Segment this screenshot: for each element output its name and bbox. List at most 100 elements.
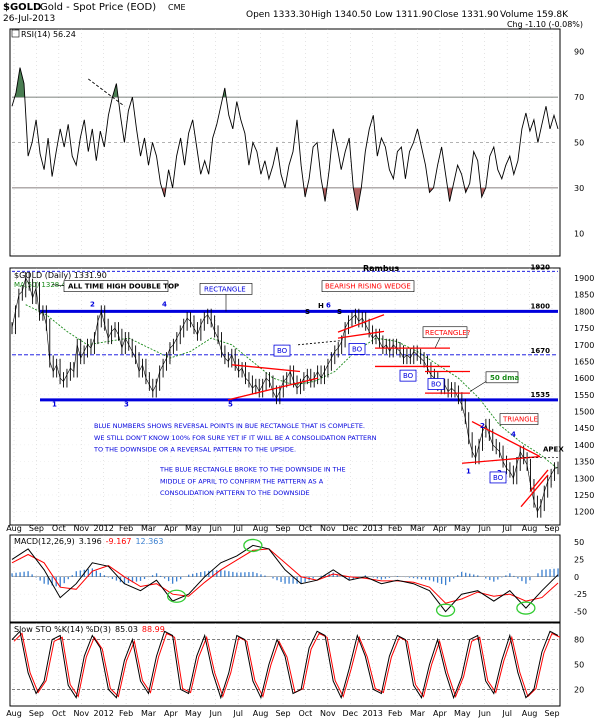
x-label-bottom: Jun — [478, 709, 492, 718]
macd-hist-bar — [521, 576, 523, 582]
macd-hist-bar — [477, 575, 479, 577]
macd-hist-bar — [11, 573, 13, 577]
x-label-mid: Jun — [209, 524, 223, 533]
macd-hist-bar — [155, 573, 158, 577]
x-label-mid: Jun — [478, 524, 492, 533]
macd-hist-bar — [196, 572, 198, 577]
macd-hist-bar — [436, 576, 439, 583]
x-label-mid: Sep — [275, 524, 290, 533]
macd-hist-bar — [260, 574, 262, 577]
x-label-bottom: Oct — [298, 709, 312, 718]
rsi-title-text: RSI(14) 56.24 — [21, 30, 76, 39]
macd-hist-bar — [300, 576, 302, 584]
x-label-mid: Dec — [343, 524, 358, 533]
triangle-point-label: 1 — [466, 467, 471, 475]
rsi-tick-label: 30 — [574, 184, 584, 193]
note2-line3: CONSOLIDATION PATTERN TO THE DOWNSIDE — [160, 489, 310, 497]
macd-hist-bar — [505, 575, 507, 577]
macd-hist-bar — [127, 576, 130, 584]
rsi-tick-label: 70 — [574, 93, 584, 102]
exchange: CME — [168, 3, 186, 12]
date-label: 26-Jul-2013 — [3, 14, 55, 24]
macd-hist-bar — [15, 572, 17, 577]
x-label-bottom: Aug — [6, 709, 22, 718]
x-label-mid: Aug — [6, 524, 22, 533]
macd-hist-bar — [188, 574, 190, 577]
triangle-bottom-line — [461, 455, 541, 464]
price-tick-label: 1200 — [574, 508, 594, 517]
x-label-mid: Aug — [522, 524, 538, 533]
macd-hist-bar — [485, 576, 487, 579]
triangle-point-label: 4 — [511, 431, 516, 439]
price-tick-label: 1750 — [574, 324, 594, 333]
x-label-bottom: Aug — [522, 709, 538, 718]
macd-hist-bar — [553, 568, 555, 577]
x-label-mid: Feb — [388, 524, 402, 533]
bo-box — [348, 343, 366, 355]
macd-hist-bar — [23, 571, 25, 577]
macd-hist-bar — [304, 576, 306, 582]
x-label-bottom: Feb — [119, 709, 133, 718]
sto-tick-label: 80 — [574, 636, 584, 645]
macd-hist-bar — [432, 576, 435, 582]
macd-hist-bar — [449, 576, 451, 582]
x-label-mid: Jul — [501, 524, 512, 533]
sto-d-line — [13, 632, 561, 699]
macd-hist-bar — [95, 570, 98, 577]
symbol: $GOLD — [3, 2, 41, 13]
macd-green-circle — [516, 601, 536, 615]
x-label-bottom: May — [185, 709, 202, 718]
x-label-mid: May — [185, 524, 202, 533]
macd-hist-bar — [35, 576, 37, 578]
macd-tick-label: -50 — [574, 608, 587, 617]
macd-hist-bar — [336, 574, 338, 577]
macd-hist-bar — [79, 570, 81, 577]
macd-hist-bar — [240, 572, 242, 577]
macd-title-v1: 3.196 — [79, 537, 102, 546]
macd-hist-bar — [171, 576, 174, 584]
annotations: ALL TIME HIGH DOUBLE TOP RECTANGLE BEARISH… — [51, 280, 564, 617]
macd-hist-bar — [549, 569, 551, 577]
x-label-bottom: Mar — [141, 709, 157, 718]
triangle-point-label: 2 — [480, 422, 485, 430]
macd-hist-bar — [465, 572, 467, 577]
macd-hist-bar — [457, 575, 459, 577]
x-label-mid: Oct — [298, 524, 312, 533]
price-tick-label: 1550 — [574, 391, 594, 400]
reversal-point-label: 4 — [162, 300, 167, 308]
note1-line1: BLUE NUMBERS SHOWS REVERSAL POINTS IN BU… — [94, 422, 365, 430]
apex-label: APEX — [543, 446, 564, 454]
macd-hist-bar — [501, 576, 503, 578]
bo-label: BO — [352, 345, 363, 353]
double-top-pointer — [51, 284, 65, 286]
macd-hist-bar — [167, 576, 170, 582]
macd-hist-bar — [232, 571, 234, 577]
level-1670-label: 1670 — [531, 347, 551, 355]
sto-title-name: Slow STO %K(14) %D(3) — [14, 625, 111, 634]
hs-left-shoulder: S — [305, 308, 310, 316]
macd-hist-bar — [71, 575, 73, 577]
macd-hist-bar — [212, 570, 214, 577]
hs-head: H — [318, 302, 324, 310]
x-label-bottom: 2012 — [93, 709, 113, 718]
price-tick-label: 1650 — [574, 357, 594, 366]
macd-hist-bar — [525, 576, 527, 584]
price-tick-label: 1250 — [574, 491, 594, 500]
x-label-bottom: Nov — [73, 709, 89, 718]
channel-lower — [520, 474, 549, 508]
x-label-bottom: Jul — [232, 709, 243, 718]
triangle-label: TRIANGLE — [502, 416, 538, 424]
macd-hist-bar — [380, 576, 383, 580]
macd-hist-bar — [252, 571, 254, 577]
macd-hist-bar — [228, 571, 230, 577]
sto-title: Slow STO %K(14) %D(3) 85.03 88.99 — [14, 625, 165, 634]
channel-upper — [529, 469, 549, 493]
wedge-bottom-line — [337, 330, 385, 339]
x-label-bottom: Aug — [253, 709, 269, 718]
macd-tick-label: 0 — [574, 573, 579, 582]
x-label-bottom: Apr — [433, 709, 448, 718]
macd-hist-bar — [204, 571, 206, 577]
level-1535-label: 1535 — [531, 391, 551, 399]
price-tick-label: 1300 — [574, 474, 594, 483]
